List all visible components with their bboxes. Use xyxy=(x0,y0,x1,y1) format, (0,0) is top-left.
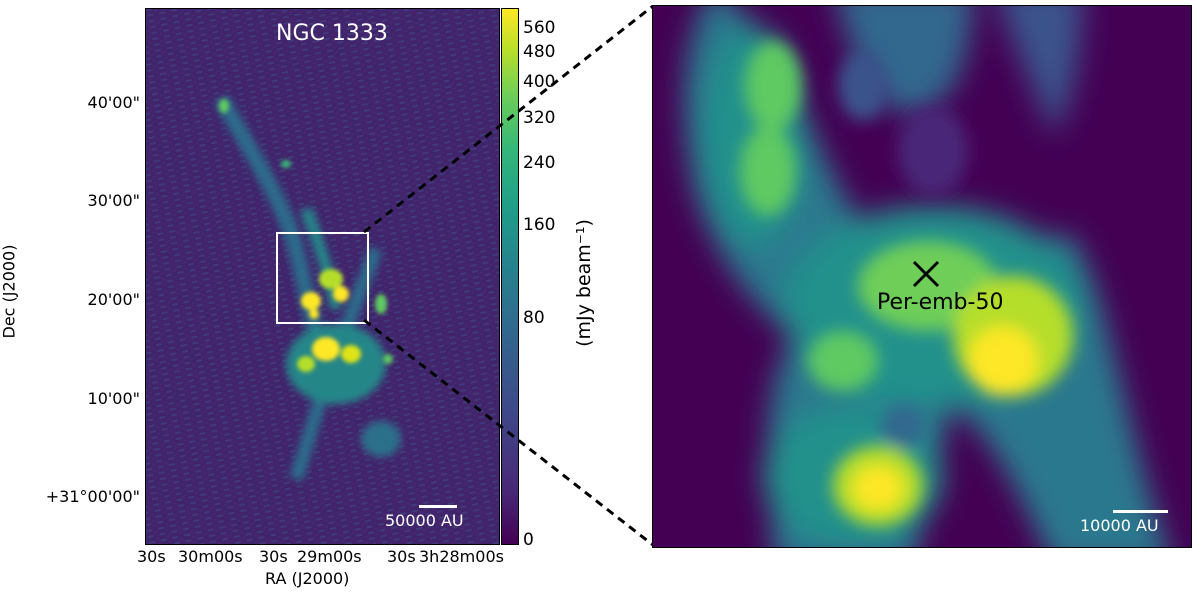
zoom-box xyxy=(276,232,369,324)
ra-tick-6: 3h28m00s xyxy=(419,547,504,566)
dec-tick-1: 40'00" xyxy=(87,93,140,112)
ngc1333-map: NGC 1333 50000 AU xyxy=(145,8,500,545)
colorbar-tick-0: 0 xyxy=(523,530,534,550)
zoom-scale-bar-label: 10000 AU xyxy=(1080,516,1159,535)
scale-bar xyxy=(419,505,457,508)
colorbar-tick-80: 80 xyxy=(523,308,545,328)
ra-tick-3: 30s xyxy=(259,547,288,566)
zoom-scale-bar xyxy=(1113,510,1168,513)
ra-tick-5: 30s xyxy=(387,547,416,566)
zoom-map: Per-emb-50 10000 AU xyxy=(652,5,1192,548)
ngc1333-emission-image xyxy=(146,9,499,544)
source-marker-icon xyxy=(911,259,941,289)
colorbar-tick-240: 240 xyxy=(523,153,556,173)
colorbar xyxy=(501,8,519,545)
colorbar-tick-560: 560 xyxy=(523,18,556,38)
colorbar-tick-160: 160 xyxy=(523,215,556,235)
scale-bar-label: 50000 AU xyxy=(385,511,464,530)
colorbar-tick-400: 400 xyxy=(523,72,556,92)
ra-axis-title: RA (J2000) xyxy=(265,569,350,588)
dec-tick-4: 10'00" xyxy=(87,389,140,408)
map-title: NGC 1333 xyxy=(276,21,388,46)
dec-tick-3: 20'00" xyxy=(87,290,140,309)
dec-tick-2: 30'00" xyxy=(87,191,140,210)
dec-tick-5: +31°00'00" xyxy=(45,487,140,506)
source-label: Per-emb-50 xyxy=(877,290,1004,315)
ra-tick-1: 30s xyxy=(137,547,166,566)
colorbar-tick-480: 480 xyxy=(523,42,556,62)
colorbar-tick-320: 320 xyxy=(523,108,556,128)
ra-tick-2: 30m00s xyxy=(178,547,243,566)
ra-tick-4: 29m00s xyxy=(297,547,362,566)
